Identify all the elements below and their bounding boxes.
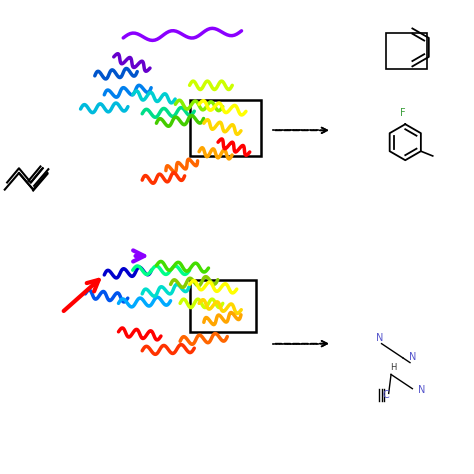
Text: N: N bbox=[375, 333, 383, 343]
Text: C: C bbox=[383, 390, 390, 400]
Text: F: F bbox=[400, 108, 406, 118]
Bar bbox=[386, 33, 427, 69]
Bar bbox=[190, 280, 256, 332]
Text: N: N bbox=[418, 385, 426, 395]
Text: N: N bbox=[409, 352, 416, 362]
Text: H: H bbox=[390, 363, 397, 372]
Bar bbox=[190, 100, 261, 156]
